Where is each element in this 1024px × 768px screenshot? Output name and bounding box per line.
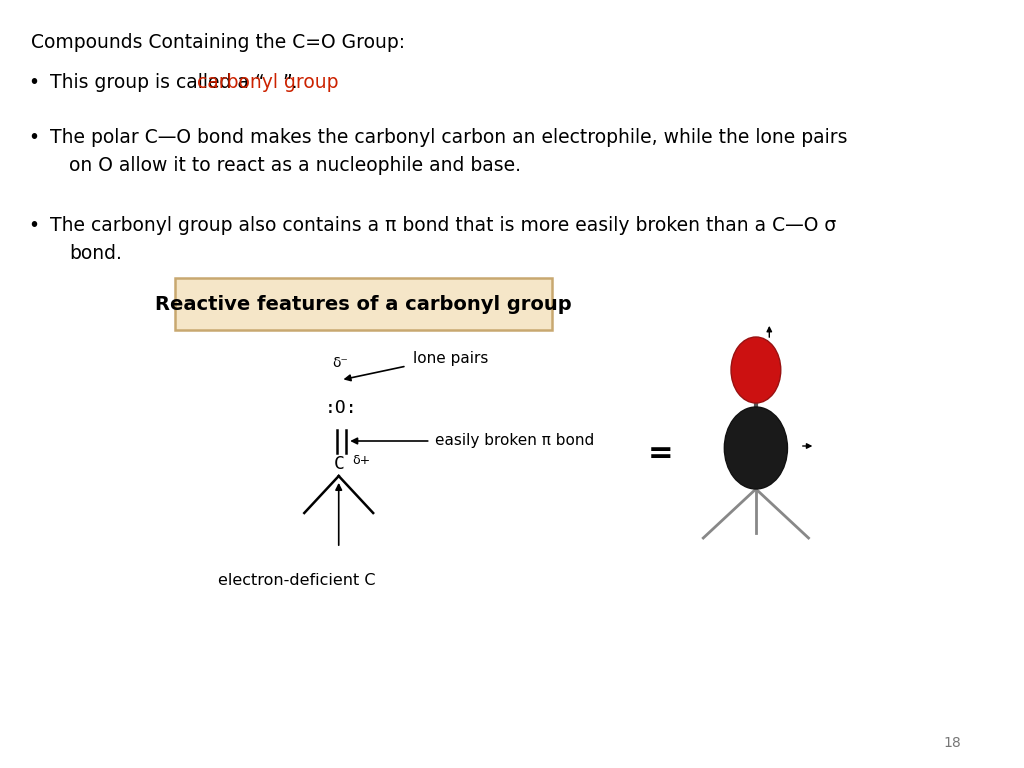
Ellipse shape xyxy=(731,337,780,403)
Text: •: • xyxy=(29,216,40,235)
Text: electron-deficient C: electron-deficient C xyxy=(218,573,376,588)
Text: =: = xyxy=(647,439,673,468)
Text: Compounds Containing the C=O Group:: Compounds Containing the C=O Group: xyxy=(31,33,404,52)
Text: 18: 18 xyxy=(944,736,962,750)
Text: C: C xyxy=(333,455,344,473)
FancyBboxPatch shape xyxy=(175,278,552,330)
Text: •: • xyxy=(29,73,40,92)
Text: on O allow it to react as a nucleophile and base.: on O allow it to react as a nucleophile … xyxy=(69,156,521,175)
Text: ”.: ”. xyxy=(283,73,298,92)
Ellipse shape xyxy=(724,407,787,489)
Text: δ⁻: δ⁻ xyxy=(333,356,348,370)
Text: •: • xyxy=(29,128,40,147)
Text: bond.: bond. xyxy=(69,244,122,263)
Text: easily broken π bond: easily broken π bond xyxy=(435,433,595,449)
Text: carbonyl group: carbonyl group xyxy=(197,73,338,92)
Text: The polar C—O bond makes the carbonyl carbon an electrophile, while the lone pai: The polar C—O bond makes the carbonyl ca… xyxy=(50,128,847,147)
Text: This group is called a “: This group is called a “ xyxy=(50,73,264,92)
Text: δ+: δ+ xyxy=(352,453,371,466)
Text: lone pairs: lone pairs xyxy=(414,350,488,366)
Text: Reactive features of a carbonyl group: Reactive features of a carbonyl group xyxy=(156,294,572,313)
Text: The carbonyl group also contains a π bond that is more easily broken than a C—O : The carbonyl group also contains a π bon… xyxy=(50,216,836,235)
Text: :O:: :O: xyxy=(325,399,357,417)
